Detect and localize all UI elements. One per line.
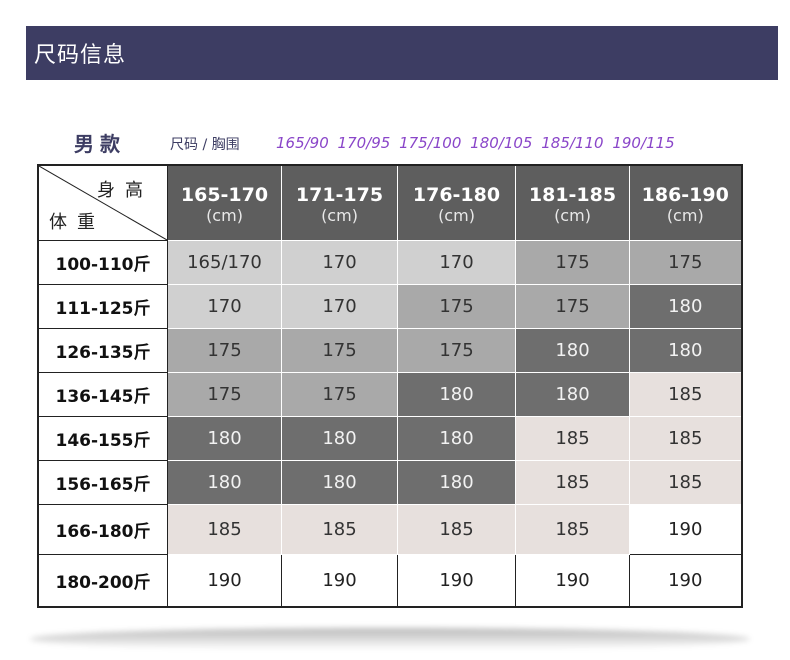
size-cell: 185 xyxy=(515,504,630,555)
weight-range-label: 166-180斤 xyxy=(37,504,168,555)
size-cell: 180 xyxy=(397,372,516,417)
size-cell: 180 xyxy=(281,460,398,505)
height-range: 186-190 xyxy=(641,183,729,206)
size-cell: 185 xyxy=(629,372,742,417)
size-cell: 180 xyxy=(397,416,516,461)
table-row: 136-145斤 175 175 180 180 185 xyxy=(37,372,742,417)
size-cell: 170 xyxy=(167,284,282,329)
table-header-row: 身高 体重 165-170 (cm) 171-175 (cm) 176-180 (cm… xyxy=(37,164,742,241)
table-row: 100-110斤 165/170 170 170 175 175 xyxy=(37,240,742,285)
size-cell: 170 xyxy=(281,284,398,329)
weight-range-label: 136-145斤 xyxy=(37,372,168,417)
height-unit: (cm) xyxy=(206,205,243,225)
column-header: 171-175 (cm) xyxy=(281,164,398,241)
size-cell: 185 xyxy=(515,416,630,461)
column-header: 186-190 (cm) xyxy=(629,164,742,241)
size-cell: 180 xyxy=(515,328,630,373)
height-range: 165-170 xyxy=(180,183,269,206)
column-header: 176-180 (cm) xyxy=(397,164,516,241)
height-range: 176-180 xyxy=(412,183,501,206)
height-unit: (cm) xyxy=(554,205,591,225)
size-cell: 175 xyxy=(397,328,516,373)
weight-range-label: 180-200斤 xyxy=(37,554,168,607)
size-cell: 180 xyxy=(629,284,742,329)
size-cell: 190 xyxy=(281,554,398,607)
size-cell: 185 xyxy=(397,504,516,555)
weight-range-label: 156-165斤 xyxy=(37,460,168,505)
gender-label: 男款 xyxy=(74,132,126,156)
size-cell: 185 xyxy=(629,460,742,505)
height-unit: (cm) xyxy=(666,205,704,225)
size-cell: 180 xyxy=(629,328,742,373)
size-cell: 180 xyxy=(397,460,516,505)
size-cell: 190 xyxy=(397,554,516,607)
size-cell: 190 xyxy=(515,554,630,607)
size-cell: 185 xyxy=(281,504,398,555)
weight-range-label: 100-110斤 xyxy=(37,240,168,285)
weight-range-label: 146-155斤 xyxy=(37,416,168,461)
size-cell: 190 xyxy=(167,554,282,607)
size-cell: 175 xyxy=(515,240,630,285)
height-range: 181-185 xyxy=(528,183,617,206)
size-cell: 170 xyxy=(397,240,516,285)
size-subtitle-row: 男款 尺码 / 胸围 165/90 170/95 175/100 180/105… xyxy=(0,128,790,158)
size-cell: 185 xyxy=(515,460,630,505)
size-chart-table: 身高 体重 165-170 (cm) 171-175 (cm) 176-180 (cm… xyxy=(37,164,743,608)
weight-axis-label: 体重 xyxy=(49,212,105,233)
height-range: 171-175 xyxy=(295,183,384,206)
size-cell: 190 xyxy=(629,554,742,607)
size-cell: 180 xyxy=(167,460,282,505)
column-header: 165-170 (cm) xyxy=(167,164,282,241)
size-chest-label: 尺码 / 胸围 xyxy=(170,137,240,153)
section-title: 尺码信息 xyxy=(34,43,127,68)
size-chest-list: 165/90 170/95 175/100 180/105 185/110 19… xyxy=(276,134,675,152)
height-axis-label: 身高 xyxy=(97,180,153,201)
size-cell: 175 xyxy=(281,328,398,373)
table-row: 156-165斤 180 180 180 185 185 xyxy=(37,460,742,505)
bottom-shadow xyxy=(30,628,750,650)
size-cell: 175 xyxy=(515,284,630,329)
table-row: 180-200斤 190 190 190 190 190 xyxy=(37,554,742,607)
size-cell: 170 xyxy=(281,240,398,285)
table-row: 166-180斤 185 185 185 185 190 xyxy=(37,504,742,555)
size-cell: 185 xyxy=(629,416,742,461)
height-unit: (cm) xyxy=(321,205,358,225)
size-cell: 180 xyxy=(281,416,398,461)
table-row: 111-125斤 170 170 175 175 180 xyxy=(37,284,742,329)
size-cell: 190 xyxy=(629,504,742,555)
table-row: 146-155斤 180 180 180 185 185 xyxy=(37,416,742,461)
table-row: 126-135斤 175 175 175 180 180 xyxy=(37,328,742,373)
weight-range-label: 126-135斤 xyxy=(37,328,168,373)
size-cell: 175 xyxy=(629,240,742,285)
size-cell: 175 xyxy=(397,284,516,329)
size-cell: 165/170 xyxy=(167,240,282,285)
column-header: 181-185 (cm) xyxy=(515,164,630,241)
weight-range-label: 111-125斤 xyxy=(37,284,168,329)
size-cell: 175 xyxy=(281,372,398,417)
size-cell: 175 xyxy=(167,328,282,373)
corner-cell: 身高 体重 xyxy=(37,164,168,241)
size-cell: 185 xyxy=(167,504,282,555)
size-cell: 180 xyxy=(515,372,630,417)
size-cell: 175 xyxy=(167,372,282,417)
table-body: 100-110斤 165/170 170 170 175 175 111-125斤 170 17… xyxy=(37,240,742,607)
section-banner: 尺码信息 xyxy=(26,26,778,80)
diagonal-divider xyxy=(39,166,167,240)
size-cell: 180 xyxy=(167,416,282,461)
height-unit: (cm) xyxy=(438,205,475,225)
